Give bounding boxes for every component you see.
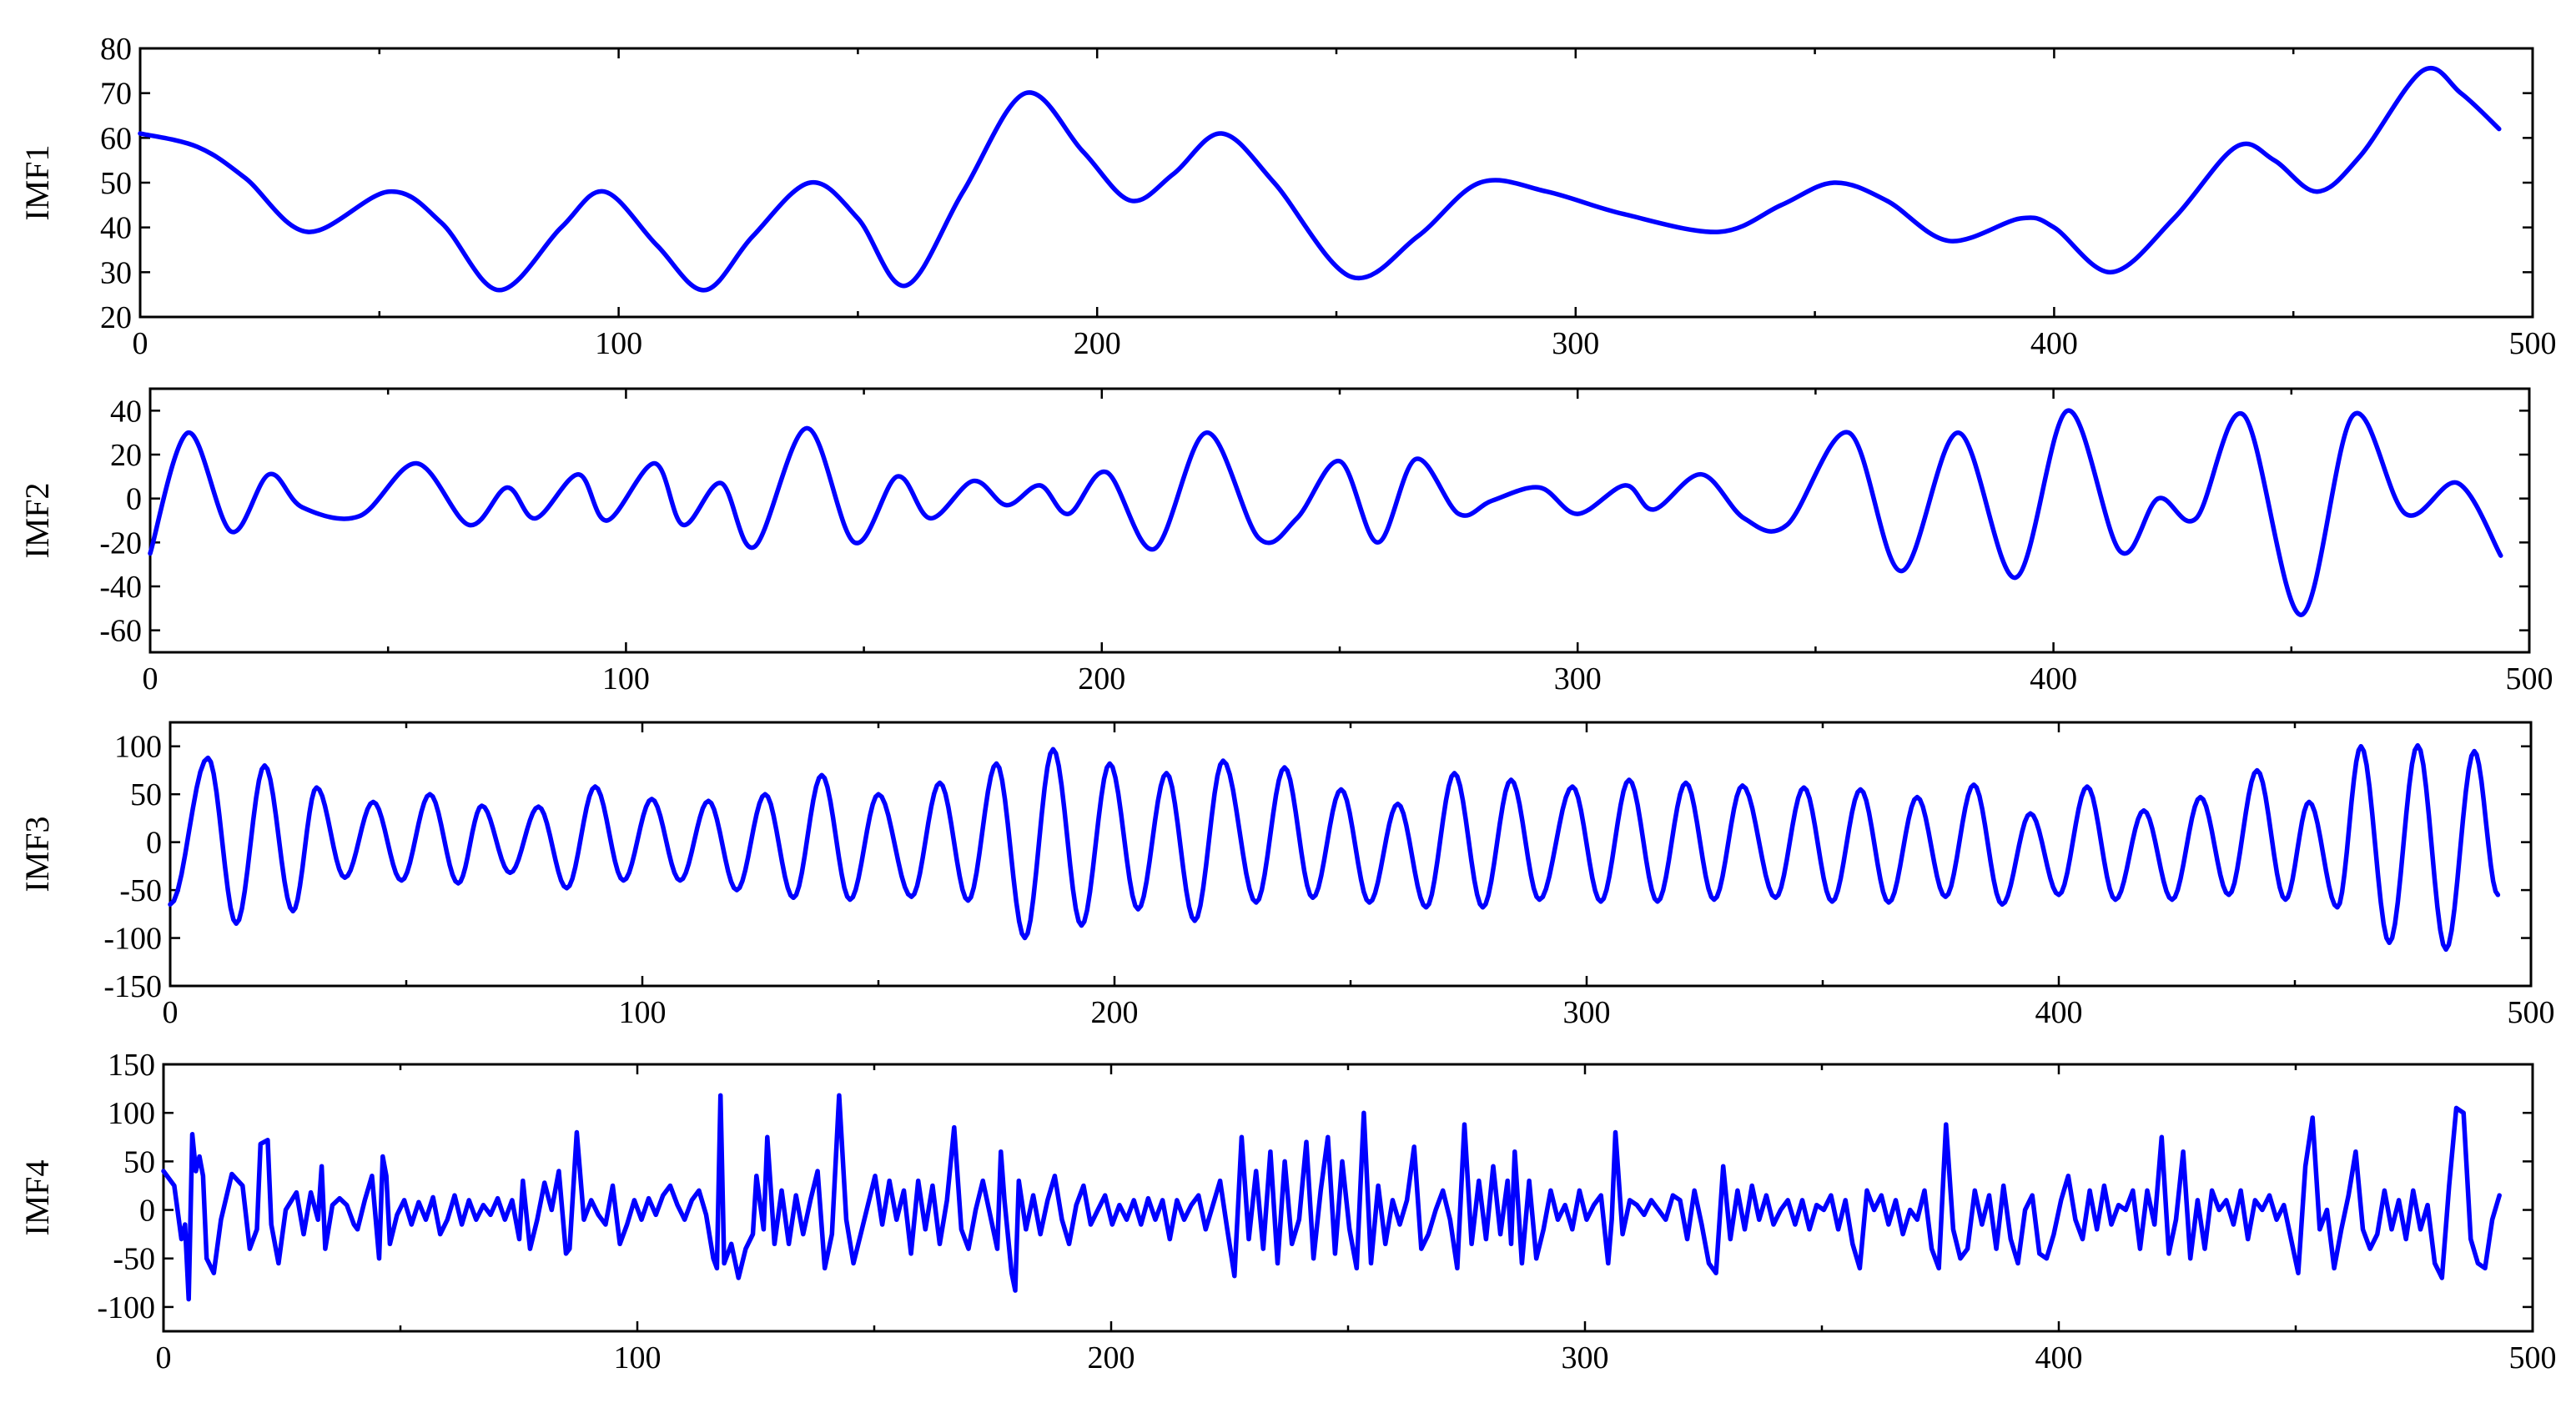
x-tick-label: 200: [1088, 1340, 1135, 1375]
x-tick-label: 300: [1554, 661, 1602, 696]
x-tick-label: 0: [163, 995, 179, 1030]
x-tick-label: 200: [1091, 995, 1139, 1030]
y-axis-label: IMF2: [18, 482, 56, 558]
panel-imf2: 0 100 200 300 400 500 -60 -40 -20 0 20 40 IMF2: [18, 387, 2553, 696]
y-tick-label: 50: [123, 1144, 155, 1179]
x-tick-label: 200: [1078, 661, 1125, 696]
y-tick-label: -60: [99, 614, 142, 649]
y-tick-label: -20: [99, 525, 142, 561]
x-tick-label: 0: [133, 326, 148, 361]
series-line-imf2: [148, 408, 2503, 617]
x-tick-label: 500: [2508, 995, 2555, 1030]
y-tick-label: -40: [99, 570, 142, 605]
x-tick-label: 100: [619, 995, 667, 1030]
x-tick-label: 100: [614, 1340, 662, 1375]
y-axis-label: IMF1: [18, 144, 56, 220]
y-tick-label: 150: [108, 1048, 155, 1083]
x-tick-label: 400: [2035, 995, 2083, 1030]
y-tick-label: 70: [100, 77, 132, 112]
x-tick-label: 100: [595, 326, 642, 361]
x-tick-label: 0: [143, 661, 158, 696]
x-tick-label: 300: [1562, 1340, 1609, 1375]
panel-imf3: 0 100 200 300 400 500 -150 -100 -50 0 50 100 IMF3: [18, 721, 2555, 1030]
y-tick-label: 100: [114, 730, 162, 765]
y-tick-label: 20: [100, 300, 132, 335]
y-tick-label: 0: [139, 1194, 155, 1229]
x-tick-label: 400: [2035, 1340, 2083, 1375]
y-tick-label: 100: [108, 1096, 155, 1131]
series-line-imf4: [161, 1093, 2502, 1302]
y-tick-label: -50: [113, 1242, 155, 1277]
series-line-imf3: [168, 742, 2501, 953]
panel-imf4: 0 100 200 300 400 500 -100 -50 0 50 100 150 IMF4: [18, 1048, 2557, 1375]
x-tick-label: 500: [2509, 1340, 2557, 1375]
y-tick-label: 50: [100, 166, 132, 201]
y-tick-label: 40: [110, 394, 142, 429]
x-tick-label: 200: [1074, 326, 1121, 361]
y-tick-label: -50: [119, 873, 162, 908]
y-tick-label: -100: [97, 1290, 155, 1325]
x-tick-label: 500: [2506, 661, 2553, 696]
y-tick-label: -100: [103, 922, 162, 957]
x-tick-label: 300: [1563, 995, 1611, 1030]
x-tick-label: 300: [1552, 326, 1599, 361]
y-tick-label: 60: [100, 121, 132, 156]
y-tick-label: 0: [146, 826, 162, 861]
x-tick-label: 100: [602, 661, 650, 696]
axes-frame: [138, 47, 2534, 319]
y-tick-label: 0: [126, 482, 142, 517]
y-tick-label: 80: [100, 32, 132, 67]
x-tick-label: 500: [2509, 326, 2557, 361]
panel-imf1: 0 100 200 300 400 500 20 30 40 50 60 70 80 IMF1: [18, 32, 2557, 361]
y-tick-label: 30: [100, 255, 132, 290]
x-tick-label: 400: [2030, 661, 2077, 696]
axes-frame: [148, 387, 2531, 654]
axes-frame: [169, 721, 2533, 988]
y-tick-label: 40: [100, 211, 132, 246]
x-tick-label: 0: [156, 1340, 172, 1375]
y-tick-label: 20: [110, 438, 142, 473]
y-axis-label: IMF3: [18, 816, 56, 892]
y-tick-label: 50: [130, 777, 162, 812]
series-line-imf1: [138, 66, 2502, 293]
x-tick-label: 400: [2030, 326, 2078, 361]
y-tick-label: -150: [103, 969, 162, 1004]
y-axis-label: IMF4: [18, 1159, 56, 1235]
